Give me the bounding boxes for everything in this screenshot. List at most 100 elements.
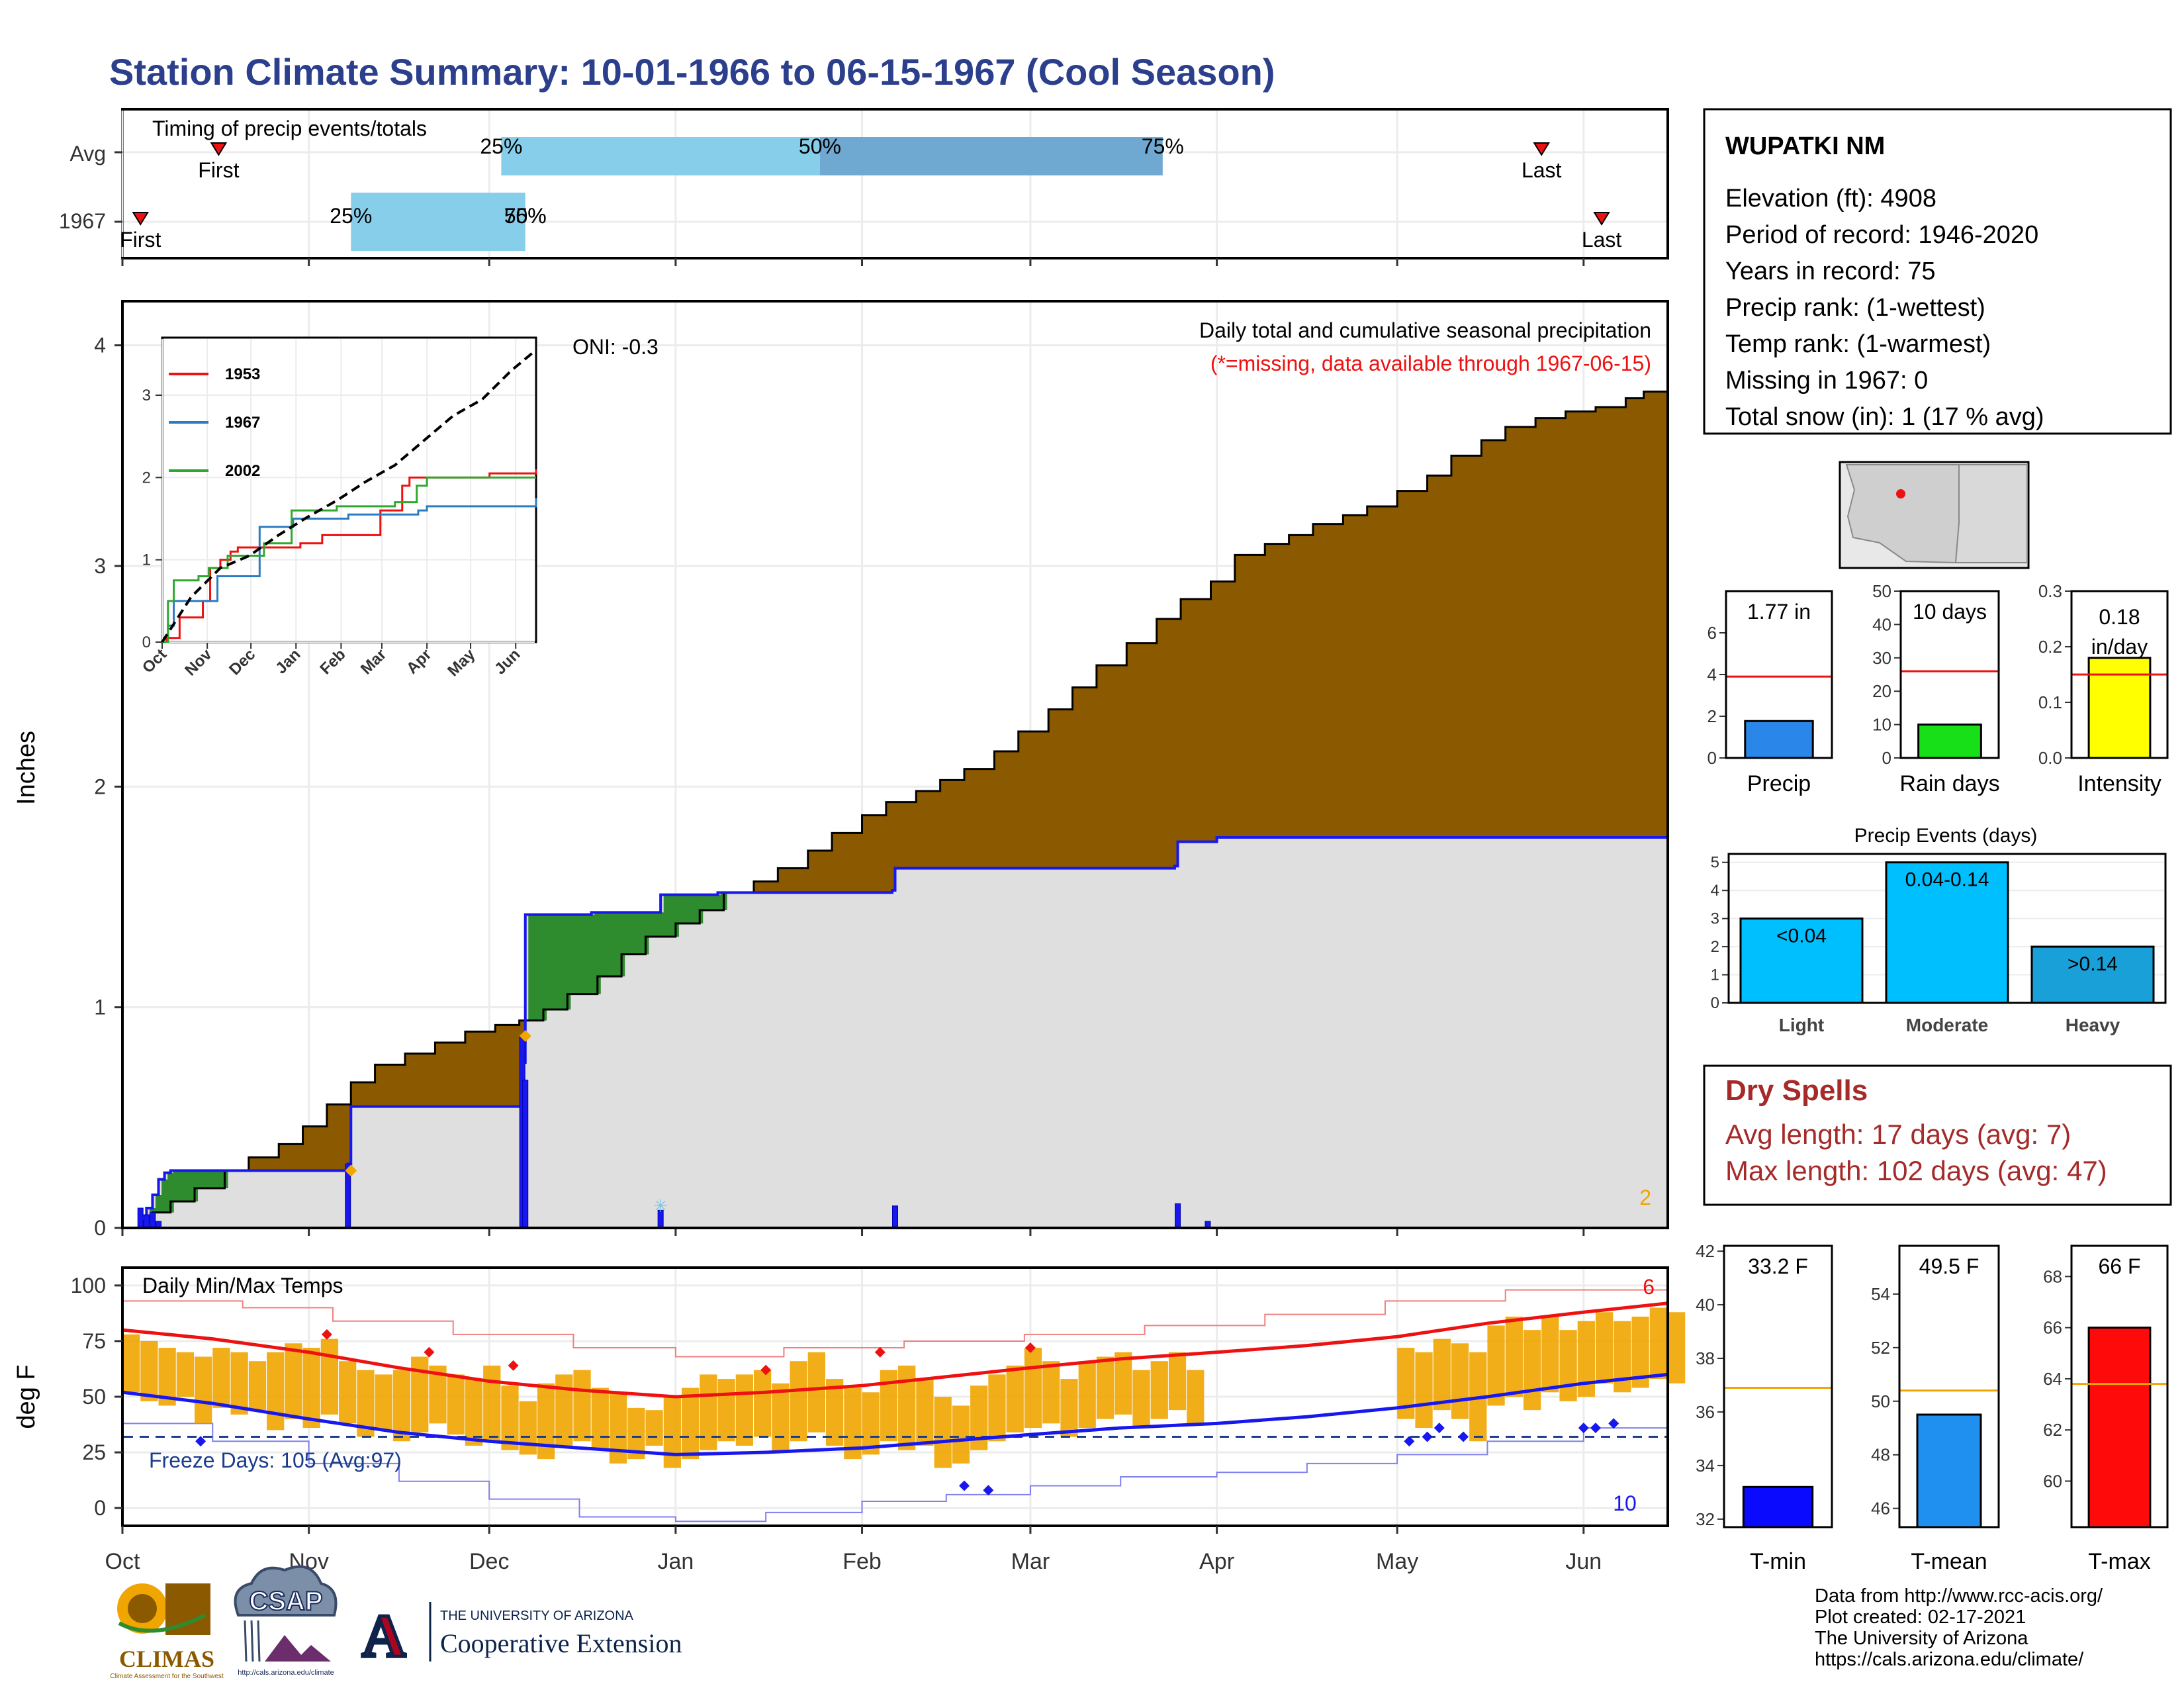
daily-temp-range-bar (519, 1401, 537, 1455)
above-normal-area (597, 912, 601, 994)
tmean_bar-value-label: 49.5 F (1919, 1254, 1979, 1278)
above-normal-area (681, 894, 686, 923)
intensity_bar-unit-label: in/day (2091, 635, 2148, 659)
daily-temp-range-bar (645, 1410, 663, 1446)
precip-panel: ✳ 0 1 2 3 4 Daily total and cumulative seaso… (13, 300, 1669, 1240)
tmin_bar-value-label: 33.2 F (1748, 1254, 1808, 1278)
daily-temp-range-bar (807, 1352, 826, 1432)
locator-map (1839, 461, 2030, 569)
daily-temp-range-bar (934, 1397, 952, 1468)
tmean_bar-bar (1916, 1413, 1982, 1528)
daily-temp-range-bar (700, 1374, 717, 1450)
record-low-marker (958, 1480, 970, 1491)
events-category-label: Heavy (2066, 1015, 2120, 1035)
normal-max-line (122, 1301, 1668, 1399)
events-bar-label: 0.04-0.14 (1905, 869, 1989, 891)
footer-data-source: Data from http://www.rcc-acis.org/ (1815, 1585, 2103, 1607)
daily-temp-range-bar (1505, 1316, 1523, 1397)
daily-temp-range-bar (267, 1352, 285, 1430)
precip-corner-count: 2 (1639, 1186, 1651, 1209)
events-y-tick-label: 2 (1711, 938, 1719, 956)
tmax_bar-y-tick-label: 64 (2043, 1369, 2062, 1389)
above-normal-area (582, 914, 586, 994)
above-normal-area (176, 1170, 180, 1201)
ua-main-text: Cooperative Extension (440, 1628, 682, 1658)
above-normal-area (633, 912, 637, 955)
record-high-marker (760, 1364, 772, 1376)
daily-temp-range-bar (790, 1361, 807, 1442)
raindays_bar-y-tick-label: 50 (1872, 581, 1891, 601)
daily-temp-range-bar (1042, 1361, 1060, 1424)
events-bar (2030, 945, 2155, 1004)
inset-legend-label: 1967 (225, 414, 260, 432)
above-normal-area (663, 894, 667, 937)
daily-temp-range-bar (1060, 1379, 1078, 1437)
footer-credits: Data from http://www.rcc-acis.org/ Plot … (1815, 1585, 2103, 1670)
raindays_bar-category-label: Rain days (1899, 771, 1999, 796)
above-normal-area (543, 914, 547, 1021)
above-normal-area (170, 1172, 174, 1213)
ua-top-text: THE UNIVERSITY OF ARIZONA (440, 1609, 634, 1623)
tmin_bar-y-tick-label: 32 (1696, 1509, 1715, 1529)
above-normal-area (197, 1170, 201, 1188)
raindays_bar-bar (1917, 724, 1982, 759)
tmean_bar-y-tick-label: 52 (1871, 1338, 1890, 1358)
timing-first-marker (210, 142, 228, 156)
above-normal-area (678, 894, 682, 923)
station-snow: Total snow (in): 1 (17 % avg) (1725, 403, 2044, 431)
record-low-marker (195, 1436, 206, 1447)
daily-temp-range-bar (375, 1374, 392, 1430)
precip-subtitle: (*=missing, data available through 1967-… (1210, 352, 1651, 375)
above-normal-area (537, 914, 541, 1021)
daily-temp-range-bar (772, 1383, 790, 1453)
record-low-marker (1578, 1423, 1589, 1434)
station-location-dot (1896, 489, 1905, 498)
precip-y-tick-label: 4 (94, 334, 106, 357)
tmax_bar-frame (2070, 1244, 2169, 1528)
daily-temp-range-bar (537, 1383, 555, 1460)
daily-temp-range-bar (555, 1374, 573, 1446)
intensity_bar-y-tick-label: 0.3 (2038, 581, 2062, 601)
above-normal-area (206, 1170, 210, 1188)
daily-temp-range-bar (302, 1348, 320, 1429)
above-normal-area (636, 912, 640, 955)
precip-y-tick-label: 0 (94, 1216, 106, 1240)
daily-temp-range-bar (1523, 1330, 1541, 1411)
events-category-label: Light (1779, 1015, 1824, 1035)
above-normal-area (585, 914, 589, 994)
events-bars: 0 1 2 3 4 5 <0.04 Light 0.04-0.14 Moderate >0.14 He… (1711, 854, 2164, 1035)
intensity_bar-bar (2087, 657, 2152, 759)
temp-x-tick-label: Apr (1199, 1549, 1234, 1574)
inset-series-line (162, 469, 537, 643)
above-normal-area (594, 912, 598, 994)
daily-temp-range-bar (176, 1352, 195, 1397)
events-bar-label: >0.14 (2068, 953, 2118, 975)
daily-temp-range-bar (447, 1374, 465, 1435)
timing-first-marker (132, 212, 150, 226)
university-of-arizona-logo: A THE UNIVERSITY OF ARIZONA Cooperative … (360, 1601, 682, 1671)
above-normal-area (588, 914, 592, 994)
daily-temp-range-bar (195, 1356, 212, 1424)
precip_bar-y-tick-label: 2 (1707, 706, 1717, 726)
daily-temp-range-bar (285, 1343, 302, 1419)
daily-temp-range-bar (248, 1361, 267, 1411)
observed-cumulative-line (122, 836, 1668, 1229)
record-min-line (122, 1414, 1668, 1523)
daily-precip-marker (519, 1030, 531, 1042)
events-y-tick-label: 0 (1711, 994, 1719, 1012)
timing-bar-q25-q50 (501, 137, 820, 175)
tmax_bar-y-tick-label: 66 (2043, 1318, 2062, 1338)
hot-count: 6 (1643, 1275, 1655, 1299)
timing-first-label: First (120, 228, 161, 252)
freeze-days-label: Freeze Days: 105 (Avg:97) (149, 1448, 402, 1472)
daily-temp-range-bar (1096, 1356, 1115, 1419)
above-normal-area (624, 912, 628, 955)
above-normal-area (579, 914, 583, 994)
precip_bar-y-tick-label: 4 (1707, 665, 1717, 684)
daily-temp-range-bar (1487, 1325, 1505, 1406)
tmax_bar-value-label: 66 F (2098, 1254, 2140, 1278)
above-normal-area (549, 914, 553, 1009)
temp-title: Daily Min/Max Temps (142, 1274, 343, 1297)
tmin_bar-y-tick-label: 40 (1696, 1295, 1715, 1315)
record-low-marker (1433, 1423, 1445, 1434)
